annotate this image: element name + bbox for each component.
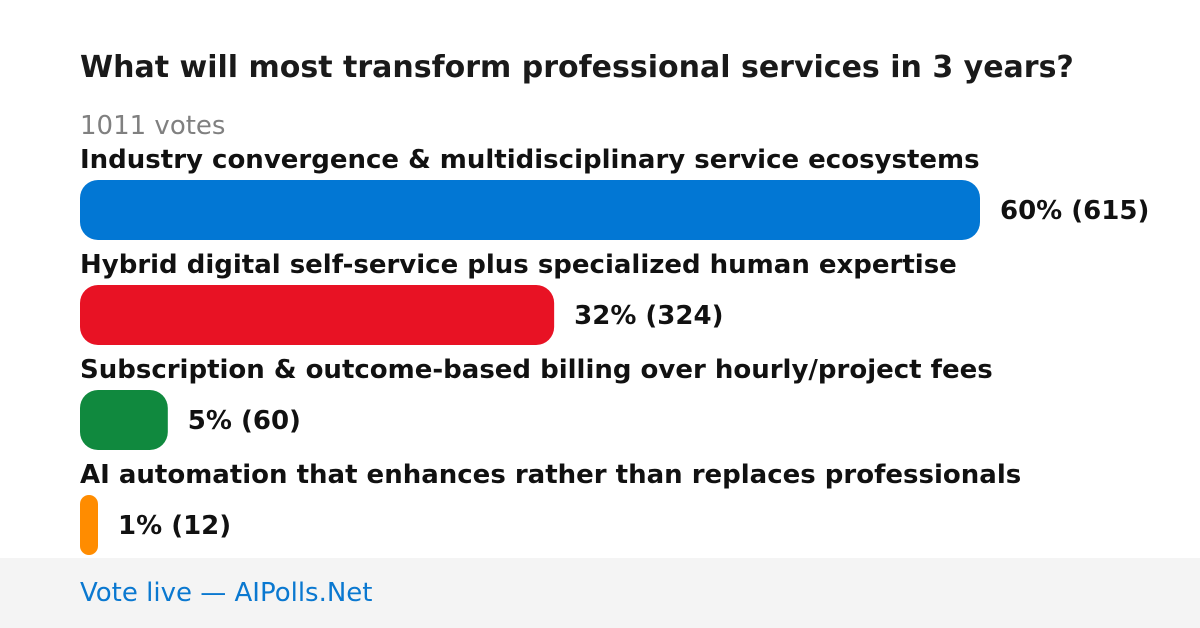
option-label: Subscription & outcome-based billing ove…: [80, 355, 993, 385]
option-bar: [80, 285, 555, 345]
option-bar: [80, 495, 98, 555]
option-label: Industry convergence & multidisciplinary…: [80, 145, 980, 175]
poll-title: What will most transform professional se…: [80, 50, 1074, 85]
option-value-label: 32% (324): [574, 301, 723, 331]
poll-results-chart: Industry convergence & multidisciplinary…: [80, 145, 1149, 555]
vote-live-link[interactable]: Vote live — AIPolls.Net: [80, 578, 373, 608]
option-label: Hybrid digital self-service plus special…: [80, 250, 957, 280]
option-label: AI automation that enhances rather than …: [80, 460, 1021, 490]
option-value-label: 60% (615): [1000, 196, 1149, 226]
vote-count: 1011 votes: [80, 111, 226, 141]
option-bar: [80, 390, 168, 450]
option-value-label: 1% (12): [118, 511, 231, 541]
footer-bar: Vote live — AIPolls.Net: [0, 558, 1200, 628]
option-value-label: 5% (60): [188, 406, 301, 436]
option-bar: [80, 180, 980, 240]
